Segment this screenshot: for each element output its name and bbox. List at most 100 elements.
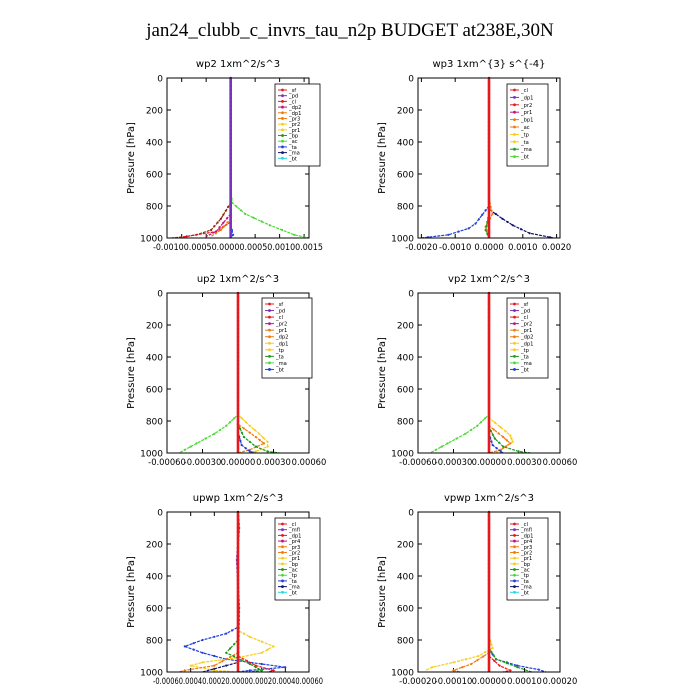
legend-label: _dp1 <box>288 111 301 117</box>
series-marker <box>239 209 242 212</box>
series-marker <box>491 646 494 650</box>
series-line <box>178 293 239 454</box>
series-marker <box>248 450 251 453</box>
x-tick-label: 0.0020 <box>542 242 571 252</box>
series-marker <box>501 217 504 220</box>
series-marker <box>192 648 195 651</box>
legend-label: _dp1 <box>520 533 533 539</box>
legend-marker <box>281 562 284 566</box>
legend-marker <box>281 128 284 132</box>
y-tick-label: 1000 <box>391 450 414 460</box>
series-marker <box>484 650 487 654</box>
series-marker <box>268 224 271 227</box>
legend-marker <box>281 99 284 103</box>
x-tick-label: -0.00030 <box>184 457 222 467</box>
legend-marker <box>513 110 516 114</box>
legend-label: _ta <box>275 354 284 360</box>
series-marker <box>248 440 251 443</box>
x-tick-label: 0.0010 <box>508 242 537 252</box>
legend-label: _tp <box>520 348 530 354</box>
legend-marker <box>281 151 284 155</box>
series-marker <box>446 442 449 445</box>
series-marker <box>213 432 216 435</box>
series-marker <box>213 669 216 672</box>
legend-label: _cl <box>288 99 296 105</box>
y-tick-label: 0 <box>157 509 163 519</box>
series-marker <box>493 437 496 440</box>
legend-marker <box>268 322 271 326</box>
series-marker <box>219 228 222 232</box>
series-marker <box>201 651 204 654</box>
series-marker <box>434 448 437 451</box>
panel-1: wp2 1xm^2/s^3 Pressure [hPa] 0 200 400 600 800… <box>126 59 323 252</box>
legend-marker <box>513 155 516 159</box>
legend-marker <box>281 117 284 120</box>
y-tick-label: 800 <box>146 637 163 647</box>
series-marker <box>258 439 261 442</box>
legend-label: _bp1 <box>520 118 533 124</box>
series-line <box>190 512 275 673</box>
series-marker <box>491 443 494 447</box>
series-marker <box>452 661 455 664</box>
series-marker <box>248 662 251 666</box>
x-tick-label: 0.00010 <box>507 676 542 686</box>
x-tick-labels: -0.00060.00040.00020.00000.00020.00040.0… <box>153 676 323 686</box>
series-line <box>181 78 232 238</box>
series-marker <box>225 424 228 427</box>
legend-marker <box>268 361 271 365</box>
series-marker <box>511 440 514 443</box>
legend-marker <box>513 103 516 107</box>
legend-marker <box>513 545 516 549</box>
series-marker <box>189 445 192 448</box>
legend-marker <box>513 302 516 306</box>
legend-label: _pr4 <box>520 539 533 545</box>
legend-label: _bt <box>288 156 297 162</box>
x-tick-label: -0.00020 <box>399 676 437 686</box>
legend-marker <box>281 533 284 537</box>
panel-title: wp2 1xm^2/s^3 <box>196 59 280 70</box>
series-marker <box>484 228 487 232</box>
series-line <box>488 293 504 454</box>
legend-marker <box>281 556 284 560</box>
legend-marker <box>513 341 516 345</box>
x-tick-label: -0.0010 <box>439 242 471 252</box>
legend-label: _pr2 <box>288 550 300 556</box>
legend-marker <box>513 590 516 594</box>
series-marker <box>502 445 505 448</box>
legend-marker <box>281 585 284 589</box>
series-marker <box>260 640 263 643</box>
legend-label: _ma <box>520 361 532 367</box>
legend-label: _pr1 <box>520 328 532 334</box>
legend-marker <box>513 533 516 537</box>
y-axis-label: Pressure [hPa] <box>126 556 137 628</box>
series-marker <box>509 434 512 437</box>
y-tick-label: 400 <box>146 354 163 364</box>
series-marker <box>490 650 493 653</box>
series-marker <box>464 658 467 661</box>
legend-label: _tp <box>520 573 530 579</box>
y-tick-label: 600 <box>397 171 414 181</box>
y-tick-label: 1000 <box>140 669 163 679</box>
series-marker <box>484 209 487 212</box>
x-tick-label: -0.00010 <box>435 676 473 686</box>
y-tick-label: 400 <box>146 139 163 149</box>
legend-marker <box>281 579 284 583</box>
series-marker <box>239 439 242 442</box>
series-line <box>202 512 239 673</box>
series-marker <box>266 440 269 443</box>
y-tick-label: 0 <box>408 75 414 85</box>
series-line <box>421 78 490 239</box>
series-marker <box>219 217 222 220</box>
legend-label: _bp <box>520 562 531 568</box>
series-marker <box>537 668 540 671</box>
series-marker <box>240 417 243 420</box>
legend-marker <box>281 590 284 594</box>
legend-marker <box>268 348 271 352</box>
series-marker <box>272 645 275 648</box>
series-marker <box>242 435 245 439</box>
series-marker <box>272 669 275 672</box>
series-marker <box>262 442 266 445</box>
legend-label: _ta <box>520 140 529 146</box>
series-marker <box>477 218 480 221</box>
series-marker <box>183 448 186 451</box>
